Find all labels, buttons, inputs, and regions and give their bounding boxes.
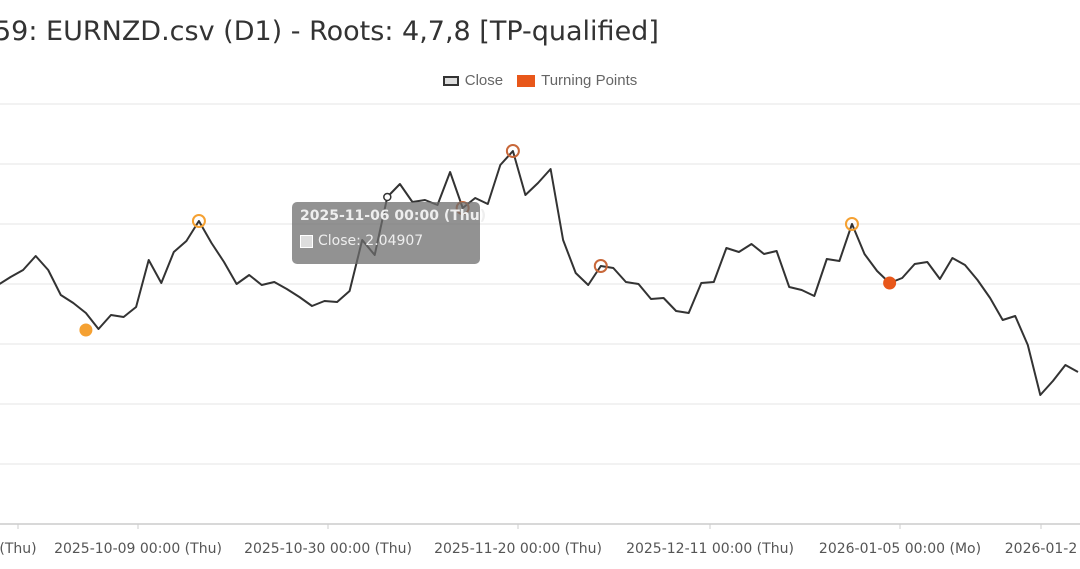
legend-label-turning-points: Turning Points xyxy=(541,72,638,89)
x-tick-label: 2025-12-11 00:00 (Thu) xyxy=(626,541,794,557)
grid-lines xyxy=(0,103,1080,525)
turning-point[interactable] xyxy=(79,323,93,337)
x-axis-ticks xyxy=(17,524,1042,529)
turning-point[interactable] xyxy=(191,214,206,228)
x-tick-label: 2025-11-20 00:00 (Thu) xyxy=(434,541,602,557)
turning-points xyxy=(79,144,897,337)
legend-item-close[interactable]: Close xyxy=(442,72,504,89)
tooltip-date: 2025-11-06 00:00 (Thu) xyxy=(300,208,487,224)
chart-title: 59: EURNZD.csv (D1) - Roots: 4,7,8 [TP-q… xyxy=(0,16,659,47)
x-tick-label: 2026-01-05 00:00 (Mo) xyxy=(819,541,981,557)
tooltip-value: Close: 2.04907 xyxy=(318,233,424,249)
turning-point[interactable] xyxy=(844,217,859,231)
legend-swatch-close xyxy=(442,75,459,86)
legend-label-close: Close xyxy=(464,72,504,89)
turning-point[interactable] xyxy=(883,276,897,290)
turning-point[interactable] xyxy=(593,259,608,273)
tooltip: 2025-11-06 00:00 (Thu) Close: 2.04907 xyxy=(292,202,487,264)
x-tick-label: 2025-10-09 00:00 (Thu) xyxy=(54,541,222,557)
close-series-line xyxy=(0,150,1079,396)
turning-point[interactable] xyxy=(505,144,520,158)
tooltip-swatch xyxy=(300,234,313,248)
x-tick-label: 2025-10-30 00:00 (Thu) xyxy=(244,541,412,557)
hover-point[interactable] xyxy=(383,192,392,202)
x-tick-label: 2026-01-2 xyxy=(1005,541,1077,557)
legend-swatch-turning-points xyxy=(517,74,536,87)
legend: Close Turning Points xyxy=(0,72,1080,89)
x-axis-labels: (Thu) 2025-10-09 00:00 (Thu) 2025-10-30 00… xyxy=(0,541,1077,557)
x-tick-label: (Thu) xyxy=(0,541,37,557)
legend-item-turning-points[interactable]: Turning Points xyxy=(517,72,637,89)
